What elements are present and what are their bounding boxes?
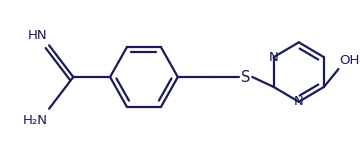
- Text: N: N: [294, 95, 304, 108]
- Text: S: S: [241, 70, 250, 84]
- Text: N: N: [269, 51, 279, 64]
- Text: HN: HN: [28, 29, 47, 42]
- Text: H₂N: H₂N: [23, 114, 48, 127]
- Text: OH: OH: [339, 54, 359, 67]
